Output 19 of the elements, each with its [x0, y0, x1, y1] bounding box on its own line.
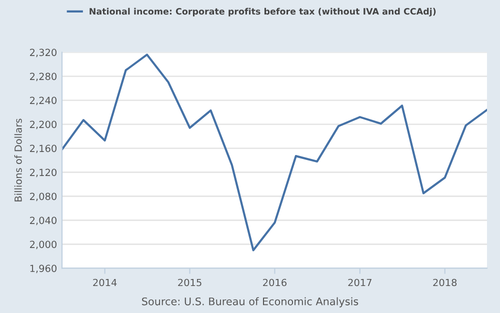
x-tick-label: 2018: [433, 278, 457, 286]
line-series: [62, 54, 487, 252]
y-tick-label: 2,120: [30, 168, 56, 178]
y-tick-label: 2,280: [30, 72, 56, 82]
x-tick-label: 2016: [263, 278, 286, 286]
y-tick-label: 2,040: [30, 216, 56, 226]
y-tick-label: 2,240: [30, 96, 56, 106]
x-tick-label: 2017: [348, 278, 372, 286]
y-tick-label: 2,320: [30, 48, 56, 58]
y-tick-label: 2,160: [30, 144, 56, 154]
y-tick-label: 2,080: [30, 192, 56, 202]
legend-label: National income: Corporate profits before tax (without IVA and CCAdj): [90, 8, 436, 16]
y-tick-label: 2,000: [30, 240, 56, 250]
y-axis-title: Billions of Dollars: [14, 118, 22, 202]
source-note: Source: U.S. Bureau of Economic Analysis: [142, 297, 358, 308]
x-tick-label: 2015: [178, 278, 202, 286]
y-tick-label: 2,200: [30, 120, 56, 130]
y-tick-label: 1,960: [30, 264, 56, 274]
x-tick-label: 2014: [93, 278, 117, 286]
